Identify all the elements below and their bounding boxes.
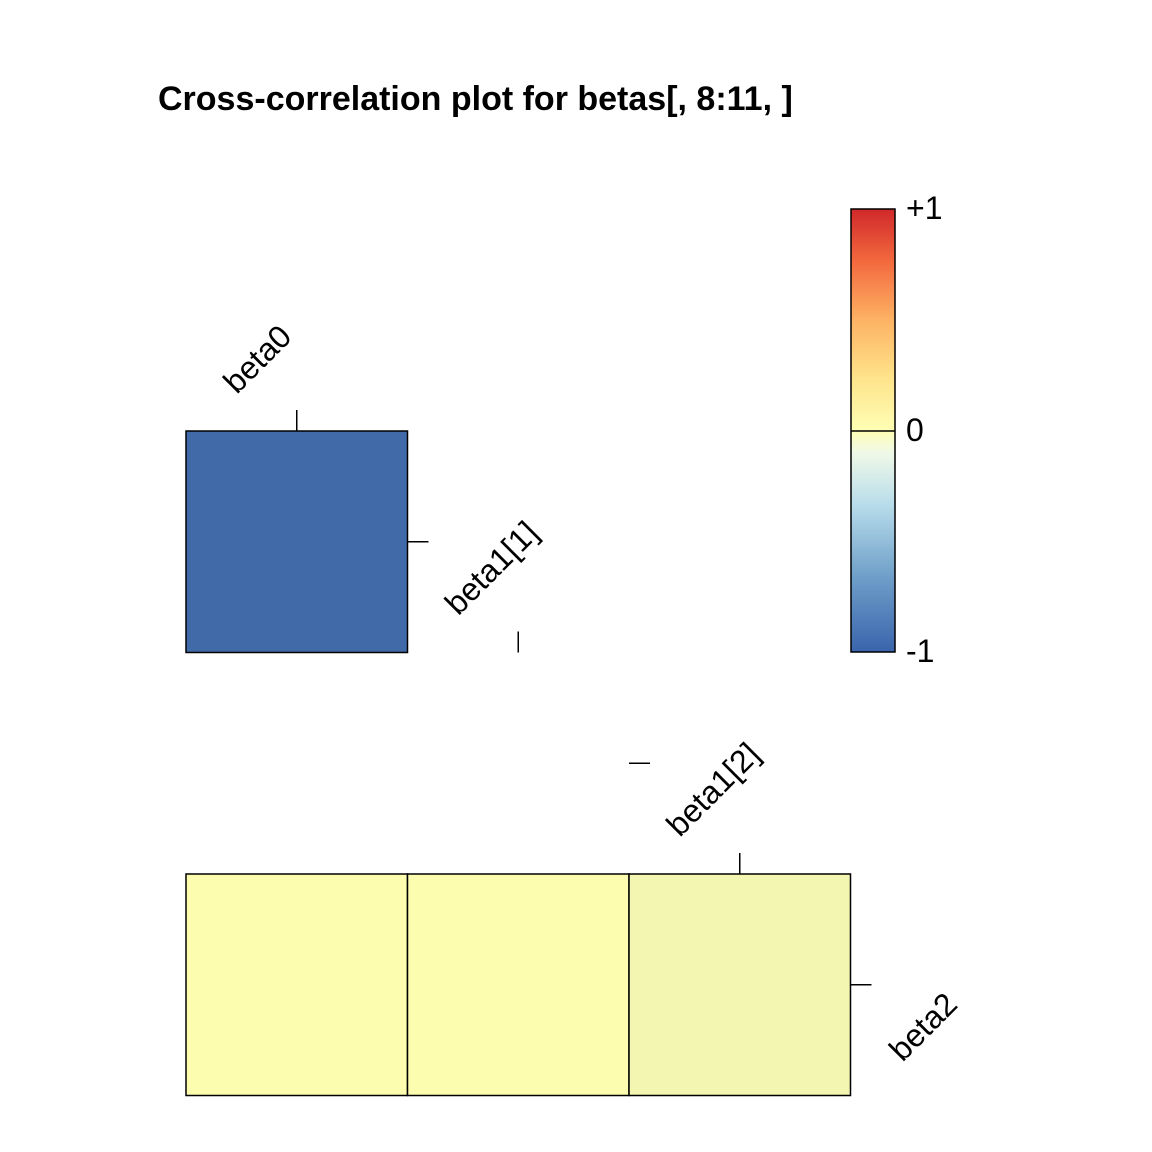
variable-label-beta0: beta0	[216, 318, 298, 400]
legend-tick-label-mid: 0	[906, 412, 924, 448]
heatmap-cell-beta2-beta1-1	[406, 873, 630, 1097]
heatmap-cell-beta2-beta0	[185, 873, 409, 1097]
color-legend: +1 0 -1	[850, 190, 942, 669]
variable-label-beta1-2: beta1[2]	[659, 736, 766, 843]
variable-label-beta1-1: beta1[1]	[438, 514, 545, 621]
heatmap-cell-beta1-1-beta0	[185, 430, 409, 654]
variable-label-beta2: beta2	[882, 986, 964, 1068]
legend-tick-label-min: -1	[906, 633, 934, 669]
heatmap-cell-beta2-beta1-2	[628, 873, 852, 1097]
legend-tick-label-max: +1	[906, 190, 942, 226]
chart-title: Cross-correlation plot for betas[, 8:11,…	[158, 80, 793, 118]
heatmap-cells	[185, 430, 852, 1097]
